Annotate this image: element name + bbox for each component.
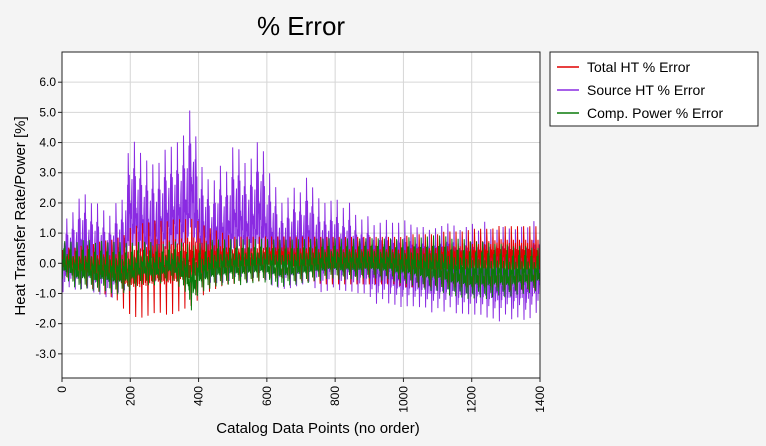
x-tick-label: 1200 bbox=[465, 386, 479, 413]
y-tick-label: 4.0 bbox=[39, 136, 56, 150]
x-tick-label: 0 bbox=[55, 386, 69, 393]
y-tick-label: 6.0 bbox=[39, 75, 56, 89]
legend-label-3: Comp. Power % Error bbox=[587, 105, 723, 121]
series-line-1 bbox=[61, 218, 541, 318]
y-tick-label: 1.0 bbox=[39, 226, 56, 240]
legend-box bbox=[549, 51, 759, 127]
x-tick-label: 800 bbox=[328, 386, 342, 406]
series-layer bbox=[61, 110, 541, 322]
legend: Total HT % Error Source HT % Error Comp. P… bbox=[549, 51, 759, 127]
y-tick-label: -1.0 bbox=[35, 286, 56, 300]
legend-label-2: Source HT % Error bbox=[587, 82, 705, 98]
x-tick-label: 1400 bbox=[533, 386, 547, 413]
y-tick-label: -2.0 bbox=[35, 317, 56, 331]
x-axis-title: Catalog Data Points (no order) bbox=[216, 420, 419, 437]
chart-title: % Error bbox=[257, 11, 345, 41]
y-axis-title: Heat Transfer Rate/Power [%] bbox=[12, 116, 29, 315]
y-tick-label: -3.0 bbox=[35, 347, 56, 361]
x-tick-label: 600 bbox=[260, 386, 274, 406]
y-tick-label: 2.0 bbox=[39, 196, 56, 210]
x-tick-label: 200 bbox=[123, 386, 137, 406]
y-tick-label: 0.0 bbox=[39, 256, 56, 270]
x-tick-label: 400 bbox=[192, 386, 206, 406]
y-tick-label: 5.0 bbox=[39, 105, 56, 119]
plot-border bbox=[61, 51, 541, 379]
x-tick-label: 1000 bbox=[396, 386, 410, 413]
y-tick-label: 3.0 bbox=[39, 166, 56, 180]
series-line-3 bbox=[61, 235, 541, 311]
legend-label-1: Total HT % Error bbox=[587, 59, 691, 75]
ticks: 0 200 400 600 800 1000 1200 1400 -3.0 -2.0 -1.0 0.0… bbox=[35, 75, 547, 413]
